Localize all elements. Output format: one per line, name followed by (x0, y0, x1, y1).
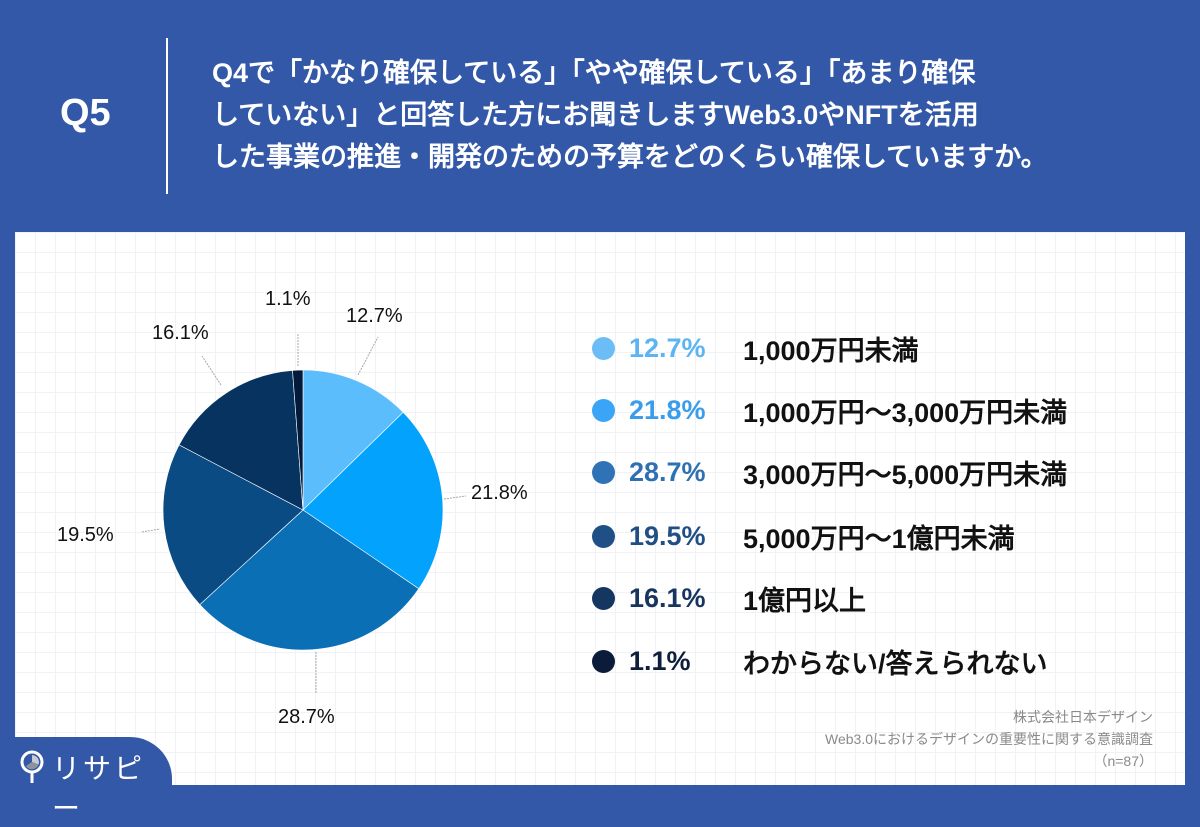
pie-slice-30m-50m[interactable] (199, 509, 420, 651)
leader-lines (141, 333, 467, 693)
legend-label: わからない/答えられない (743, 648, 1048, 679)
legend-percent: 28.7% (629, 456, 706, 487)
legend-percent: 12.7% (629, 332, 706, 363)
pie-label-28-7: 28.7% (278, 706, 335, 728)
legend-dot-icon (592, 524, 615, 548)
header: Q5 Q4で「かなり確保している」「やや確保している」「あまり確保 していない」… (0, 0, 1200, 232)
legend-dot-icon (592, 398, 615, 422)
legend-label: 1,000万円〜3,000万円未満 (743, 397, 1068, 428)
magnifier-pie-icon (20, 750, 44, 783)
legend-dot-icon (592, 460, 615, 484)
legend-label: 1億円以上 (743, 585, 867, 616)
question-number: Q5 (60, 92, 111, 134)
source-survey: Web3.0におけるデザインの重要性に関する意識調査 (825, 731, 1153, 747)
pie-slice-50m-100m[interactable] (162, 444, 304, 606)
pie-slice-10m-30m[interactable] (302, 411, 444, 590)
legend-label: 5,000万円〜1億円未満 (743, 523, 1015, 554)
pie-label-1-1: 1.1% (265, 288, 311, 310)
legend-percent: 1.1% (629, 645, 691, 676)
question-line: Q4で「かなり確保している」「やや確保している」「あまり確保 (212, 58, 976, 88)
source-company: 株式会社日本デザイン (1013, 709, 1153, 725)
question-text: Q4で「かなり確保している」「やや確保している」「あまり確保 していない」と回答… (212, 52, 1172, 178)
pie-label-16-1: 16.1% (152, 322, 209, 344)
pie-chart (141, 333, 467, 693)
header-divider (166, 38, 168, 194)
brand-logo: リサピー (0, 737, 172, 824)
pie-label-19-5: 19.5% (57, 524, 114, 546)
pie-label-21-8: 21.8% (471, 482, 528, 504)
legend-label: 3,000万円〜5,000万円未満 (743, 459, 1068, 490)
legend-item: 1.1% わからない/答えられない (592, 641, 1048, 681)
source-note: 株式会社日本デザイン Web3.0におけるデザインの重要性に関する意識調査 （n… (825, 706, 1153, 772)
legend-percent: 16.1% (629, 582, 706, 613)
legend-item: 19.5% 5,000万円〜1億円未満 (592, 516, 1015, 556)
legend-item: 16.1% 1億円以上 (592, 578, 866, 618)
pie-slices (162, 369, 444, 651)
bottom-strip (0, 785, 1200, 800)
legend-item: 12.7% 1,000万円未満 (592, 328, 919, 368)
pie-slice-over-100m[interactable] (178, 370, 304, 511)
question-line: した事業の推進・開発のための予算をどのくらい確保していますか。 (212, 142, 1048, 172)
legend-dot-icon (592, 649, 615, 673)
legend-item: 28.7% 3,000万円〜5,000万円未満 (592, 452, 1067, 492)
legend-dot-icon (592, 336, 615, 360)
legend-item: 21.8% 1,000万円〜3,000万円未満 (592, 390, 1067, 430)
pie-slice-under-10m[interactable] (302, 369, 404, 511)
pie-slice-unknown[interactable] (292, 369, 304, 511)
legend-dot-icon (592, 586, 615, 610)
source-sample-size: （n=87） (1093, 753, 1153, 769)
legend-label: 1,000万円未満 (743, 335, 919, 366)
pie-label-12-7: 12.7% (346, 305, 403, 327)
logo-text: リサピー (52, 753, 146, 824)
question-line: していない」と回答した方にお聞きしますWeb3.0やNFTを活用 (212, 100, 979, 130)
legend-percent: 19.5% (629, 520, 706, 551)
legend-percent: 21.8% (629, 394, 706, 425)
